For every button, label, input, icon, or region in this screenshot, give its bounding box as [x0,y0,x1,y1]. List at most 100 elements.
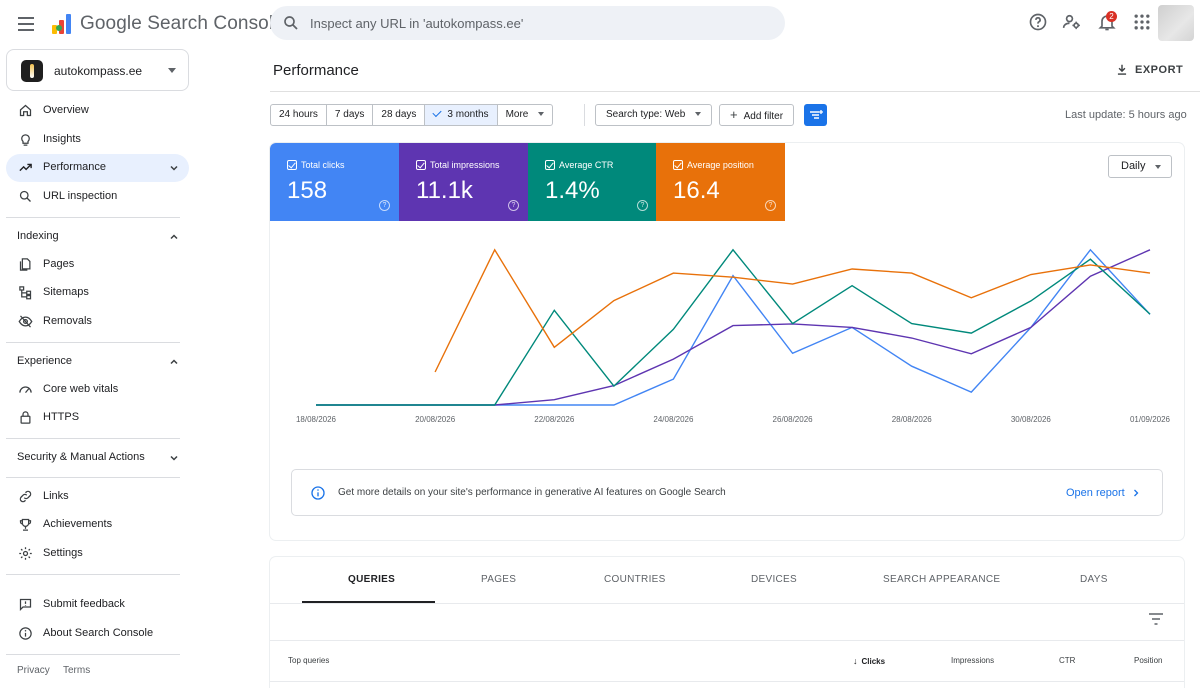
sidebar-divider [6,342,180,343]
checkbox-checked-icon [545,160,555,170]
range-7-days[interactable]: 7 days [327,105,374,125]
help-icon[interactable] [1028,12,1048,32]
range-3-months[interactable]: 3 months [425,105,498,125]
sidebar-item-achievements[interactable]: Achievements [6,511,189,539]
range-label: More [505,109,529,120]
sidebar-item-overview[interactable]: Overview [6,97,189,125]
active-tab-indicator [302,601,435,603]
sidebar-item-performance[interactable]: Performance [6,154,189,182]
chevron-right-icon[interactable] [1132,489,1140,497]
tab-countries[interactable]: COUNTRIES [604,574,666,585]
sidebar-item-label: Core web vitals [43,383,119,395]
sidebar-item-label: Overview [43,104,89,116]
sidebar-item-links[interactable]: Links [6,483,189,511]
link-icon [19,490,32,503]
search-icon [19,190,31,202]
plus-icon: + [730,107,738,122]
chevron-down-icon [170,455,178,461]
column-header-ctr[interactable]: CTR [1059,656,1076,665]
granularity-dropdown[interactable]: Daily [1108,155,1172,178]
sidebar-item-about[interactable]: About Search Console [6,620,189,648]
range-24-hours[interactable]: 24 hours [271,105,327,125]
sidebar-item-label: URL inspection [43,190,118,202]
download-icon [1117,64,1127,75]
tab-devices[interactable]: DEVICES [751,574,798,585]
sidebar-section-experience[interactable]: Experience [6,348,189,374]
sidebar-item-settings[interactable]: Settings [6,540,189,568]
filter-rows-icon[interactable] [1148,612,1164,626]
section-title: Indexing [17,230,59,242]
terms-link[interactable]: Terms [63,665,91,676]
table-header-divider [270,640,1184,641]
caret-down-icon [695,112,702,116]
sidebar-item-label: Pages [43,258,75,270]
column-header-impressions[interactable]: Impressions [951,656,995,665]
column-header-position[interactable]: Position [1134,656,1163,665]
privacy-link[interactable]: Privacy [17,665,50,676]
x-tick-label: 01/09/2026 [1130,415,1171,424]
notification-badge: 2 [1106,11,1117,22]
sidebar-divider [6,654,180,655]
sidebar-item-url-inspection[interactable]: URL inspection [6,183,189,211]
account-avatar[interactable] [1158,5,1194,41]
metric-total-impressions[interactable]: Total impressions 11.1k ? [399,143,528,221]
metric-average-position[interactable]: Average position 16.4 ? [656,143,785,221]
section-title: Security & Manual Actions [17,451,145,463]
ai-features-notice: Get more details on your site's performa… [291,469,1163,516]
lightbulb-icon [21,134,30,146]
tab-queries[interactable]: QUERIES [348,574,396,585]
main-menu-button[interactable] [14,12,38,36]
range-label: 3 months [447,109,489,120]
url-inspect-search[interactable] [270,6,785,40]
range-more[interactable]: More [498,105,553,125]
sidebar-item-label: Submit feedback [43,598,125,610]
caret-down-icon [538,112,545,116]
sidebar-item-core-web-vitals[interactable]: Core web vitals [6,376,189,404]
apps-grid-icon[interactable] [1132,12,1152,32]
metric-label: Average position [687,160,754,170]
open-report-link[interactable]: Open report [1066,487,1125,499]
sidebar-item-https[interactable]: HTTPS [6,404,189,432]
trending-up-icon [19,163,32,172]
export-button[interactable]: EXPORT [1115,60,1183,80]
range-28-days[interactable]: 28 days [373,105,426,125]
help-icon[interactable]: ? [765,200,776,211]
date-range-selector: 24 hours 7 days 28 days 3 months More [270,104,554,126]
help-icon[interactable]: ? [637,200,648,211]
metric-average-ctr[interactable]: Average CTR 1.4% ? [528,143,657,221]
lock-icon [20,411,31,424]
search-type-label: Search type: Web [606,109,686,120]
range-label: 28 days [381,109,417,120]
series-line-average-ctr [316,248,1151,406]
search-console-logo [52,14,71,34]
metric-total-clicks[interactable]: Total clicks 158 ? [270,143,399,221]
add-filter-label: Add filter [743,111,784,122]
sidebar-item-removals[interactable]: Removals [6,308,189,336]
chevron-down-icon [170,165,178,171]
search-icon [284,16,298,30]
manage-users-icon[interactable] [1062,12,1082,32]
sidebar-item-submit-feedback[interactable]: Submit feedback [6,591,189,619]
sidebar-section-indexing[interactable]: Indexing [6,223,189,249]
trophy-icon [19,518,32,531]
search-type-dropdown[interactable]: Search type: Web [595,104,713,126]
sidebar-item-insights[interactable]: Insights [6,126,189,154]
property-selector[interactable]: autokompass.ee [6,49,189,91]
section-title: Experience [17,355,73,367]
help-icon[interactable]: ? [379,200,390,211]
sidebar-item-pages[interactable]: Pages [6,251,189,279]
tab-pages[interactable]: PAGES [481,574,517,585]
add-filter-button[interactable]: + Add filter [719,104,795,126]
sidebar-section-security[interactable]: Security & Manual Actions [6,444,189,470]
sitemap-icon [19,286,32,300]
sidebar-item-sitemaps[interactable]: Sitemaps [6,279,189,307]
sidebar-divider [6,217,180,218]
column-header-clicks[interactable]: ↓ Clicks [853,656,885,666]
check-icon [432,107,443,118]
tab-days[interactable]: DAYS [1080,574,1108,585]
help-icon[interactable]: ? [508,200,519,211]
tab-search-appearance[interactable]: SEARCH APPEARANCE [883,574,1001,585]
filter-settings-button[interactable] [804,104,827,126]
url-inspect-input[interactable] [310,6,770,40]
x-tick-label: 30/08/2026 [1011,415,1052,424]
